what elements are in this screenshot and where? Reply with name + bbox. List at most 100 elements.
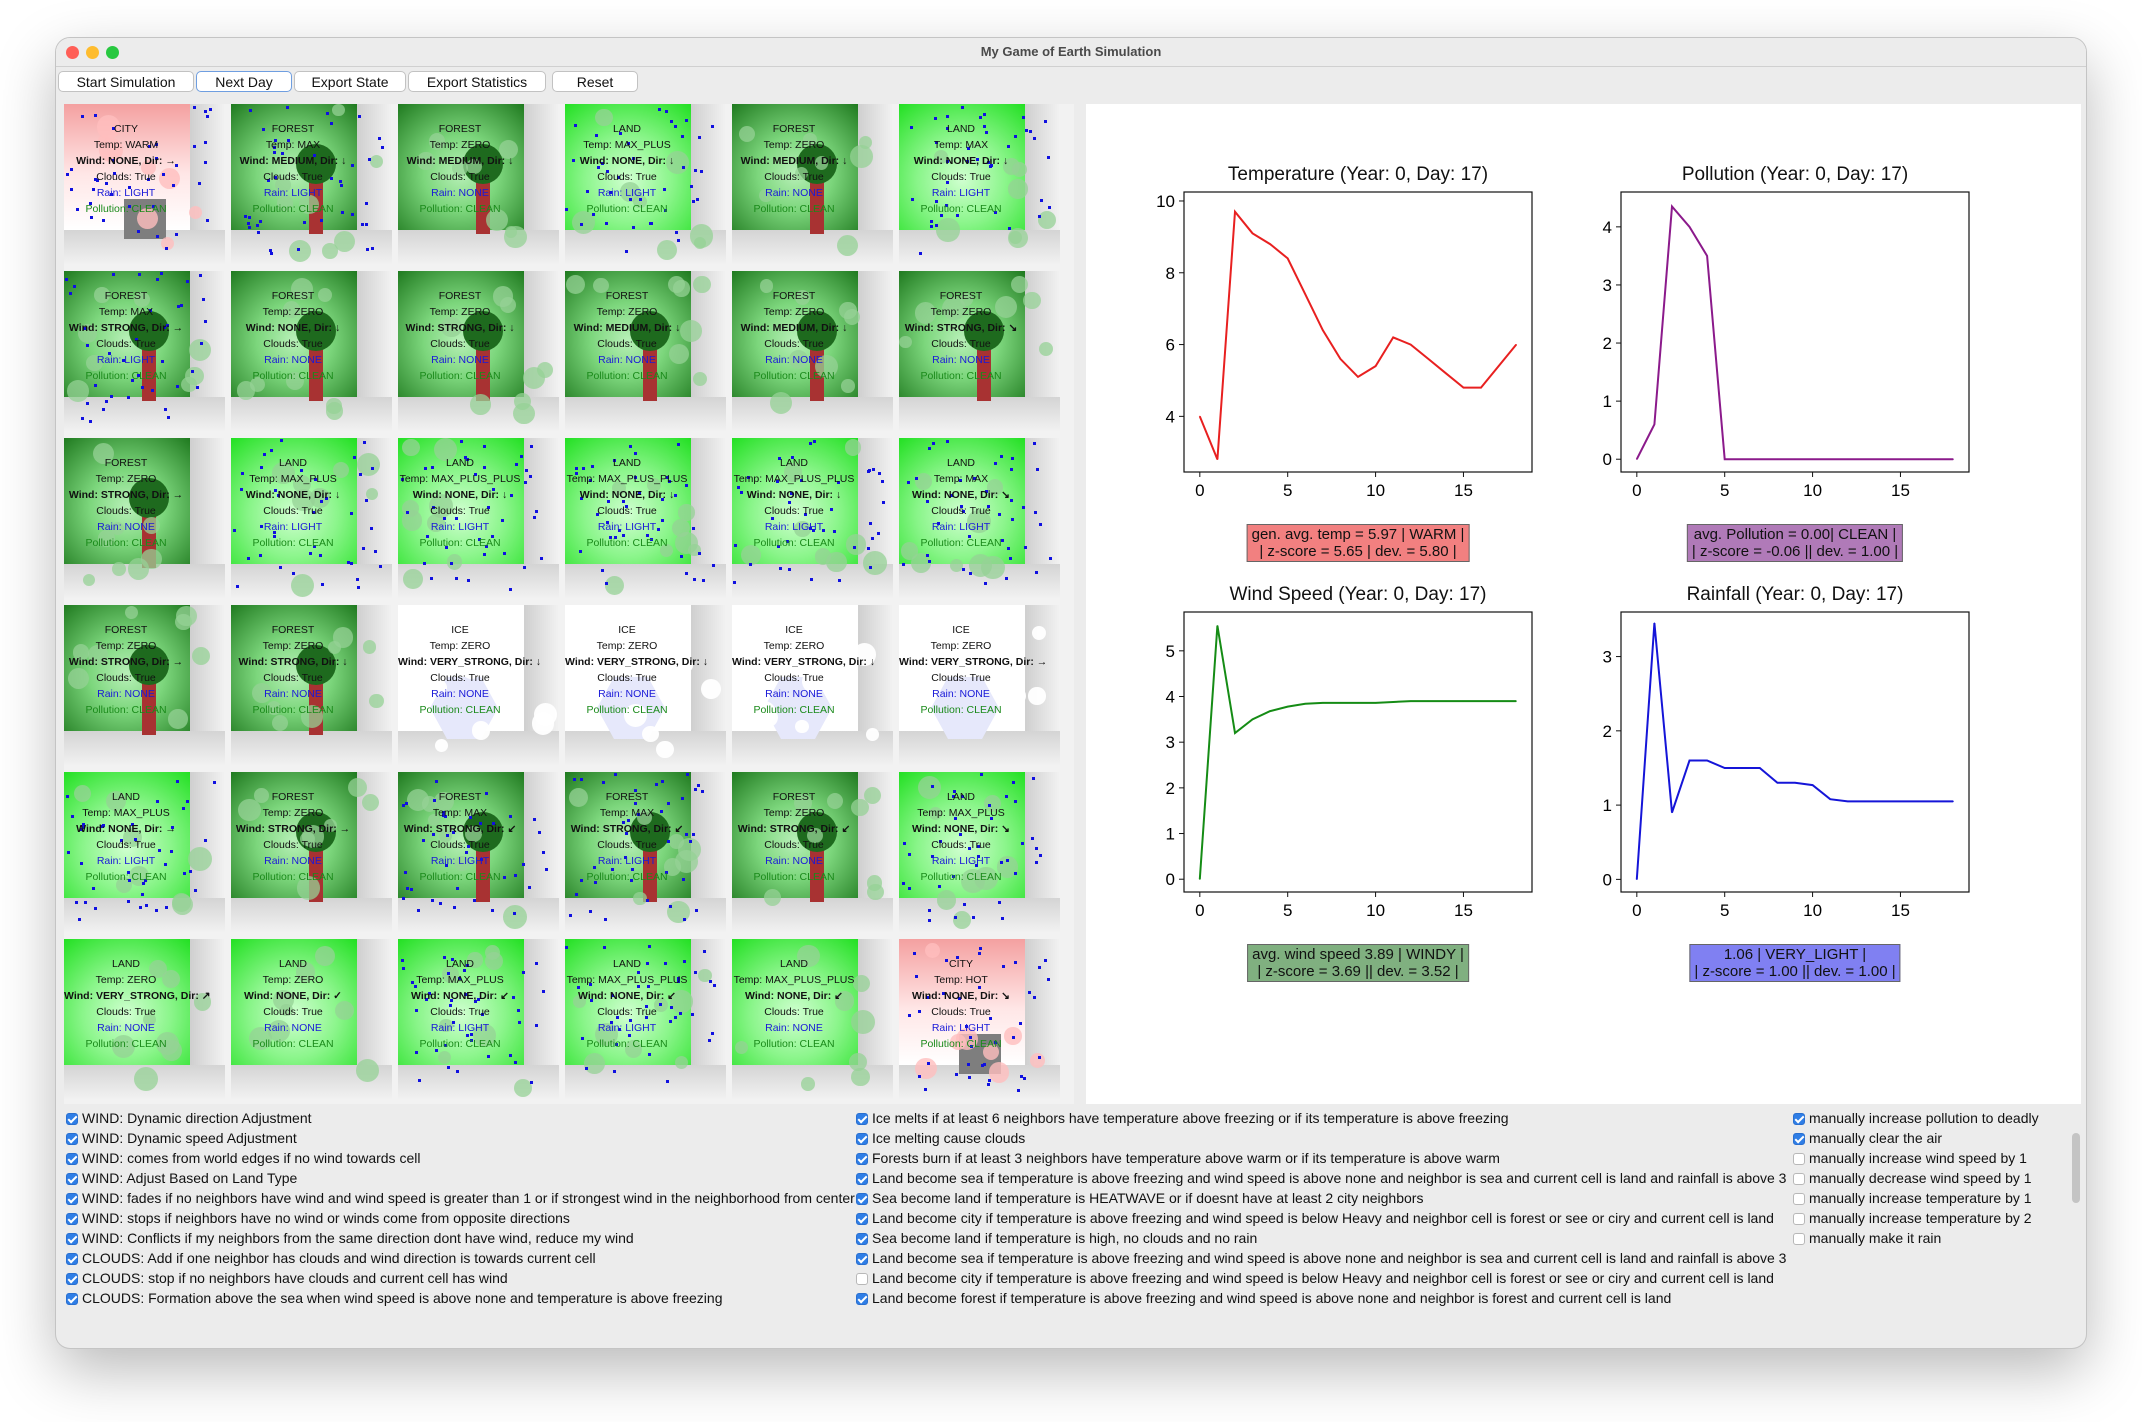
rule-checkbox[interactable]	[1793, 1133, 1805, 1145]
rule-option[interactable]: Land become sea if temperature is above …	[856, 1248, 1786, 1268]
close-icon[interactable]	[66, 46, 79, 59]
rule-checkbox[interactable]	[66, 1253, 78, 1265]
rule-checkbox[interactable]	[1793, 1233, 1805, 1245]
rule-option[interactable]: Sea become land if temperature is high, …	[856, 1228, 1786, 1248]
rule-checkbox[interactable]	[1793, 1193, 1805, 1205]
grid-cell[interactable]: FOREST Temp: MAX Wind: STRONG, Dir: ↙ Cloud…	[398, 772, 559, 933]
grid-cell[interactable]: LAND Temp: MAX_PLUS Wind: NONE, Dir: → Clou…	[64, 772, 225, 933]
rule-option[interactable]: manually decrease wind speed by 1	[1793, 1168, 2039, 1188]
start-simulation-button[interactable]: Start Simulation	[58, 71, 194, 92]
rule-option[interactable]: manually make it rain	[1793, 1228, 2039, 1248]
rule-checkbox[interactable]	[66, 1293, 78, 1305]
rule-option[interactable]: manually increase pollution to deadly	[1793, 1108, 2039, 1128]
grid-cell[interactable]: CITY Temp: WARM Wind: NONE, Dir: → Clouds: …	[64, 104, 225, 265]
rule-checkbox[interactable]	[66, 1213, 78, 1225]
rule-option[interactable]: Land become city if temperature is above…	[856, 1268, 1786, 1288]
rule-option[interactable]: WIND: Conflicts if my neighbors from the…	[66, 1228, 855, 1248]
next-day-button[interactable]: Next Day	[196, 71, 292, 92]
grid-cell[interactable]: FOREST Temp: ZERO Wind: STRONG, Dir: ↓ Clou…	[231, 605, 392, 766]
rule-option[interactable]: Ice melting cause clouds	[856, 1128, 1786, 1148]
rule-checkbox[interactable]	[66, 1153, 78, 1165]
rule-option[interactable]: Sea become land if temperature is HEATWA…	[856, 1188, 1786, 1208]
grid-cell[interactable]: ICE Temp: ZERO Wind: VERY_STRONG, Dir: → Cl…	[899, 605, 1060, 766]
grid-cell[interactable]: LAND Temp: MAX_PLUS_PLUS Wind: NONE, Dir: …	[732, 939, 893, 1100]
grid-cell[interactable]: FOREST Temp: MAX Wind: STRONG, Dir: ↙ Cloud…	[565, 772, 726, 933]
grid-cell[interactable]: LAND Temp: MAX_PLUS Wind: NONE, Dir: ↓ Clou…	[231, 438, 392, 599]
rule-option[interactable]: Land become sea if temperature is above …	[856, 1168, 1786, 1188]
grid-cell[interactable]: CITY Temp: HOT Wind: NONE, Dir: ↘ Clouds: T…	[899, 939, 1060, 1100]
grid-cell[interactable]: LAND Temp: MAX_PLUS_PLUS Wind: NONE, Dir: …	[398, 438, 559, 599]
grid-cell[interactable]: FOREST Temp: ZERO Wind: NONE, Dir: ↓ Clouds…	[231, 271, 392, 432]
rule-checkbox[interactable]	[1793, 1173, 1805, 1185]
rule-option[interactable]: WIND: stops if neighbors have no wind or…	[66, 1208, 855, 1228]
rule-option[interactable]: manually clear the air	[1793, 1128, 2039, 1148]
rule-checkbox[interactable]	[66, 1273, 78, 1285]
rule-option[interactable]: Ice melts if at least 6 neighbors have t…	[856, 1108, 1786, 1128]
rule-option[interactable]: Forests burn if at least 3 neighbors hav…	[856, 1148, 1786, 1168]
grid-cell[interactable]: ICE Temp: ZERO Wind: VERY_STRONG, Dir: ↓ Cl…	[398, 605, 559, 766]
rule-checkbox[interactable]	[66, 1133, 78, 1145]
grid-cell[interactable]: FOREST Temp: ZERO Wind: STRONG, Dir: → Clou…	[64, 438, 225, 599]
options-scrollbar[interactable]	[2072, 1133, 2080, 1203]
grid-cell[interactable]: LAND Temp: ZERO Wind: NONE, Dir: ✓ Clouds: …	[231, 939, 392, 1100]
rule-checkbox[interactable]	[1793, 1113, 1805, 1125]
grid-cell[interactable]: FOREST Temp: ZERO Wind: STRONG, Dir: ↙ Clou…	[732, 772, 893, 933]
rule-checkbox[interactable]	[856, 1173, 868, 1185]
rule-option[interactable]: manually increase temperature by 2	[1793, 1208, 2039, 1228]
rule-checkbox[interactable]	[66, 1173, 78, 1185]
rule-option[interactable]: WIND: Dynamic speed Adjustment	[66, 1128, 855, 1148]
grid-cell[interactable]: FOREST Temp: MAX Wind: STRONG, Dir: → Cloud…	[64, 271, 225, 432]
grid-cell[interactable]: FOREST Temp: ZERO Wind: MEDIUM, Dir: ↓ Clou…	[398, 104, 559, 265]
rule-checkbox[interactable]	[856, 1273, 868, 1285]
minimize-icon[interactable]	[86, 46, 99, 59]
rule-checkbox[interactable]	[856, 1253, 868, 1265]
grid-cell[interactable]: FOREST Temp: ZERO Wind: MEDIUM, Dir: ↓ Clou…	[732, 104, 893, 265]
grid-cell[interactable]: LAND Temp: MAX_PLUS Wind: NONE, Dir: ↘ Clou…	[899, 772, 1060, 933]
rule-checkbox[interactable]	[1793, 1213, 1805, 1225]
rule-option[interactable]: WIND: comes from world edges if no wind …	[66, 1148, 855, 1168]
grid-cell[interactable]: LAND Temp: MAX_PLUS Wind: NONE, Dir: ↙ Clou…	[398, 939, 559, 1100]
grid-cell[interactable]: FOREST Temp: MAX Wind: MEDIUM, Dir: ↓ Cloud…	[231, 104, 392, 265]
rule-checkbox[interactable]	[66, 1193, 78, 1205]
grid-cell[interactable]: LAND Temp: MAX_PLUS Wind: NONE, Dir: ↓ Clou…	[565, 104, 726, 265]
grid-cell[interactable]: ICE Temp: ZERO Wind: VERY_STRONG, Dir: ↓ Cl…	[565, 605, 726, 766]
rule-checkbox[interactable]	[66, 1233, 78, 1245]
rule-option[interactable]: CLOUDS: Add if one neighbor has clouds a…	[66, 1248, 855, 1268]
grid-cell[interactable]: FOREST Temp: ZERO Wind: STRONG, Dir: ↘ Clou…	[899, 271, 1060, 432]
rule-option[interactable]: CLOUDS: Formation above the sea when win…	[66, 1288, 855, 1308]
rule-option[interactable]: manually increase temperature by 1	[1793, 1188, 2039, 1208]
rule-checkbox[interactable]	[66, 1113, 78, 1125]
rule-checkbox[interactable]	[856, 1113, 868, 1125]
grid-cell[interactable]: LAND Temp: MAX Wind: NONE, Dir: ↓ Clouds: T…	[899, 104, 1060, 265]
grid-cell[interactable]: LAND Temp: MAX_PLUS_PLUS Wind: NONE, Dir: …	[565, 939, 726, 1100]
rule-option[interactable]: WIND: Adjust Based on Land Type	[66, 1168, 855, 1188]
grid-cell[interactable]: ICE Temp: ZERO Wind: VERY_STRONG, Dir: ↓ Cl…	[732, 605, 893, 766]
rule-checkbox[interactable]	[856, 1233, 868, 1245]
raindrop-icon	[535, 962, 539, 966]
export-statistics-button[interactable]: Export Statistics	[408, 71, 546, 92]
grid-cell[interactable]: LAND Temp: ZERO Wind: VERY_STRONG, Dir: ↗ C…	[64, 939, 225, 1100]
rule-checkbox[interactable]	[856, 1213, 868, 1225]
rule-option[interactable]: WIND: fades if no neighbors have wind an…	[66, 1188, 855, 1208]
rule-option[interactable]: WIND: Dynamic direction Adjustment	[66, 1108, 855, 1128]
grid-cell[interactable]: LAND Temp: MAX_PLUS_PLUS Wind: NONE, Dir: …	[565, 438, 726, 599]
grid-cell[interactable]: FOREST Temp: ZERO Wind: MEDIUM, Dir: ↓ Clou…	[732, 271, 893, 432]
grid-cell[interactable]: LAND Temp: MAX_PLUS_PLUS Wind: NONE, Dir: …	[732, 438, 893, 599]
rule-option[interactable]: CLOUDS: stop if no neighbors have clouds…	[66, 1268, 855, 1288]
rule-option[interactable]: Land become forest if temperature is abo…	[856, 1288, 1786, 1308]
grid-cell[interactable]: LAND Temp: MAX Wind: NONE, Dir: ↘ Clouds: T…	[899, 438, 1060, 599]
zoom-icon[interactable]	[106, 46, 119, 59]
grid-cell[interactable]: FOREST Temp: ZERO Wind: STRONG, Dir: ↓ Clou…	[398, 271, 559, 432]
grid-cell[interactable]: FOREST Temp: ZERO Wind: STRONG, Dir: → Clou…	[231, 772, 392, 933]
rule-checkbox[interactable]	[856, 1153, 868, 1165]
rule-checkbox[interactable]	[856, 1293, 868, 1305]
rule-option[interactable]: Land become city if temperature is above…	[856, 1208, 1786, 1228]
rule-option[interactable]: manually increase wind speed by 1	[1793, 1148, 2039, 1168]
export-state-button[interactable]: Export State	[294, 71, 406, 92]
rule-checkbox[interactable]	[1793, 1153, 1805, 1165]
grid-cell[interactable]: FOREST Temp: ZERO Wind: MEDIUM, Dir: ↓ Clou…	[565, 271, 726, 432]
rule-checkbox[interactable]	[856, 1133, 868, 1145]
grid-cell[interactable]: FOREST Temp: ZERO Wind: STRONG, Dir: → Clou…	[64, 605, 225, 766]
reset-button[interactable]: Reset	[552, 71, 638, 92]
rule-checkbox[interactable]	[856, 1193, 868, 1205]
